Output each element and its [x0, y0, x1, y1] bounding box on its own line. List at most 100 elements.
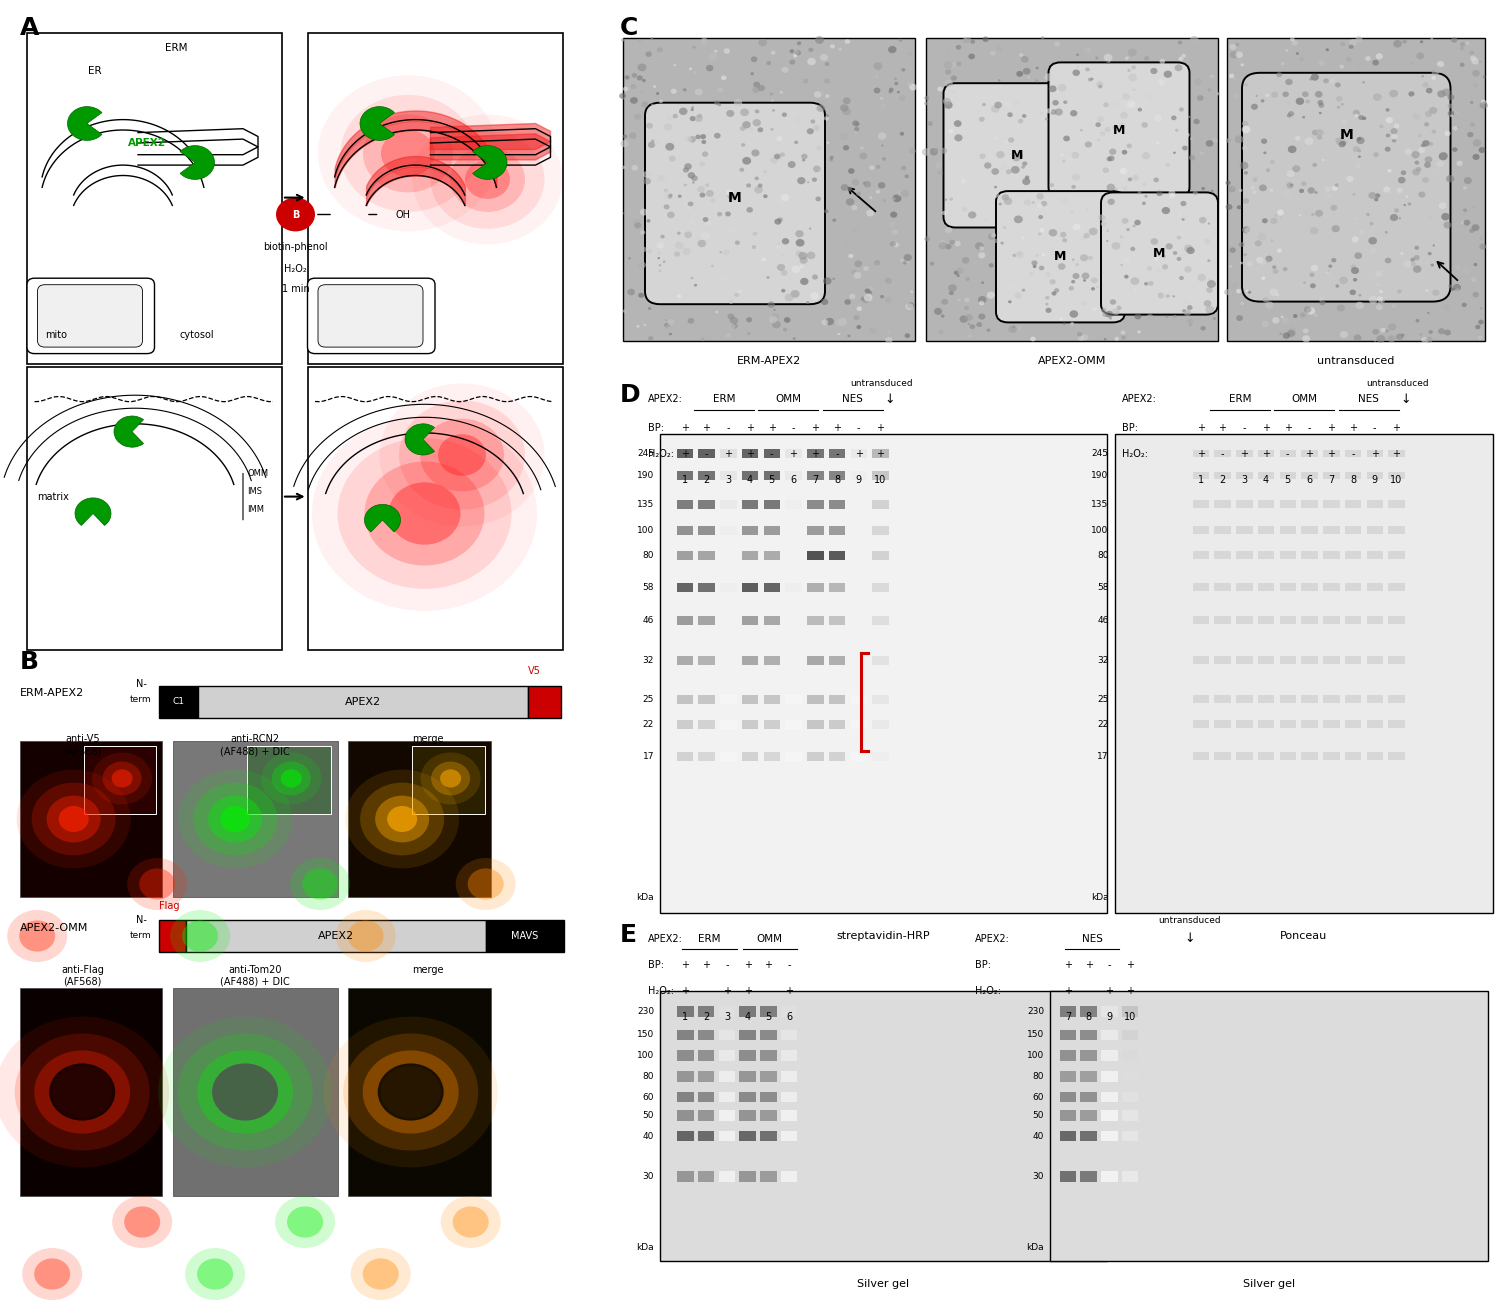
Circle shape [1338, 178, 1346, 185]
Circle shape [957, 299, 960, 302]
Circle shape [1017, 325, 1022, 330]
Bar [1215, 450, 1230, 458]
Circle shape [1080, 235, 1088, 240]
Text: APEX2: APEX2 [345, 697, 381, 707]
Bar [850, 525, 867, 536]
Bar [764, 448, 780, 458]
Circle shape [1263, 151, 1266, 155]
Bar [1300, 696, 1317, 703]
Bar [782, 1030, 798, 1040]
Circle shape [1161, 255, 1166, 259]
Bar [1366, 696, 1383, 703]
Circle shape [1128, 177, 1132, 181]
Circle shape [378, 1063, 444, 1121]
Circle shape [1476, 134, 1479, 135]
Circle shape [632, 165, 638, 170]
Text: H₂O₂:: H₂O₂: [1122, 448, 1148, 459]
Circle shape [856, 325, 861, 329]
Circle shape [1150, 68, 1158, 74]
Circle shape [1392, 139, 1396, 143]
Circle shape [807, 129, 814, 134]
Circle shape [796, 51, 800, 53]
Circle shape [940, 148, 946, 153]
Circle shape [844, 74, 852, 82]
Circle shape [1452, 126, 1458, 130]
FancyBboxPatch shape [27, 278, 154, 354]
Circle shape [1126, 227, 1130, 231]
Circle shape [1166, 162, 1170, 166]
Circle shape [656, 92, 660, 95]
Bar [1192, 450, 1209, 458]
Bar [1236, 526, 1252, 534]
Wedge shape [75, 498, 111, 525]
Text: B: B [292, 209, 298, 220]
Circle shape [1302, 116, 1305, 118]
Circle shape [714, 100, 720, 105]
Circle shape [880, 295, 884, 299]
Circle shape [1233, 94, 1239, 99]
Circle shape [644, 178, 651, 185]
Circle shape [1008, 325, 1017, 333]
Circle shape [388, 482, 460, 545]
Circle shape [746, 317, 752, 322]
Circle shape [1228, 265, 1233, 268]
Text: merge: merge [411, 965, 442, 975]
Circle shape [1070, 111, 1077, 117]
FancyBboxPatch shape [996, 191, 1125, 322]
Circle shape [177, 1034, 312, 1150]
Circle shape [1388, 335, 1395, 342]
Bar [1236, 584, 1252, 592]
Bar [873, 655, 888, 666]
Circle shape [1041, 36, 1044, 39]
Circle shape [962, 38, 968, 43]
Circle shape [890, 212, 897, 217]
Circle shape [1090, 277, 1098, 283]
Circle shape [807, 181, 810, 183]
Bar [1366, 753, 1383, 760]
Circle shape [939, 330, 944, 334]
Text: H₂O₂:: H₂O₂: [648, 985, 674, 996]
Circle shape [194, 783, 278, 855]
Text: -: - [1372, 422, 1377, 433]
Circle shape [699, 138, 703, 143]
Text: -: - [705, 448, 708, 459]
Bar [348, 741, 490, 897]
Circle shape [964, 306, 969, 311]
Circle shape [1062, 160, 1065, 162]
Circle shape [1112, 242, 1120, 250]
Circle shape [950, 62, 957, 68]
Circle shape [1204, 239, 1210, 244]
Circle shape [140, 868, 176, 900]
FancyBboxPatch shape [1101, 192, 1218, 315]
Text: 25: 25 [1096, 696, 1108, 703]
Circle shape [1158, 292, 1164, 299]
Circle shape [632, 220, 639, 225]
Text: matrix: matrix [38, 491, 69, 502]
Circle shape [1428, 216, 1432, 220]
Text: 6: 6 [790, 474, 796, 485]
Bar [830, 751, 846, 760]
Bar [1389, 472, 1406, 480]
Circle shape [894, 78, 897, 81]
Text: 150: 150 [1026, 1031, 1044, 1039]
Circle shape [897, 91, 900, 94]
Circle shape [1281, 316, 1284, 318]
Circle shape [1454, 283, 1461, 291]
Bar [1080, 1050, 1096, 1061]
Circle shape [440, 770, 460, 788]
Text: kDa: kDa [1026, 1244, 1044, 1252]
Circle shape [630, 277, 634, 281]
Circle shape [1317, 100, 1323, 105]
Text: kDa: kDa [636, 1244, 654, 1252]
Circle shape [1126, 100, 1136, 108]
Circle shape [1473, 139, 1480, 147]
Bar [830, 720, 846, 728]
Circle shape [1472, 277, 1476, 282]
Circle shape [998, 47, 1004, 52]
Circle shape [1380, 328, 1386, 333]
Circle shape [873, 87, 880, 94]
Circle shape [830, 156, 834, 160]
Polygon shape [430, 124, 550, 150]
Circle shape [1142, 202, 1146, 205]
Circle shape [692, 181, 694, 183]
